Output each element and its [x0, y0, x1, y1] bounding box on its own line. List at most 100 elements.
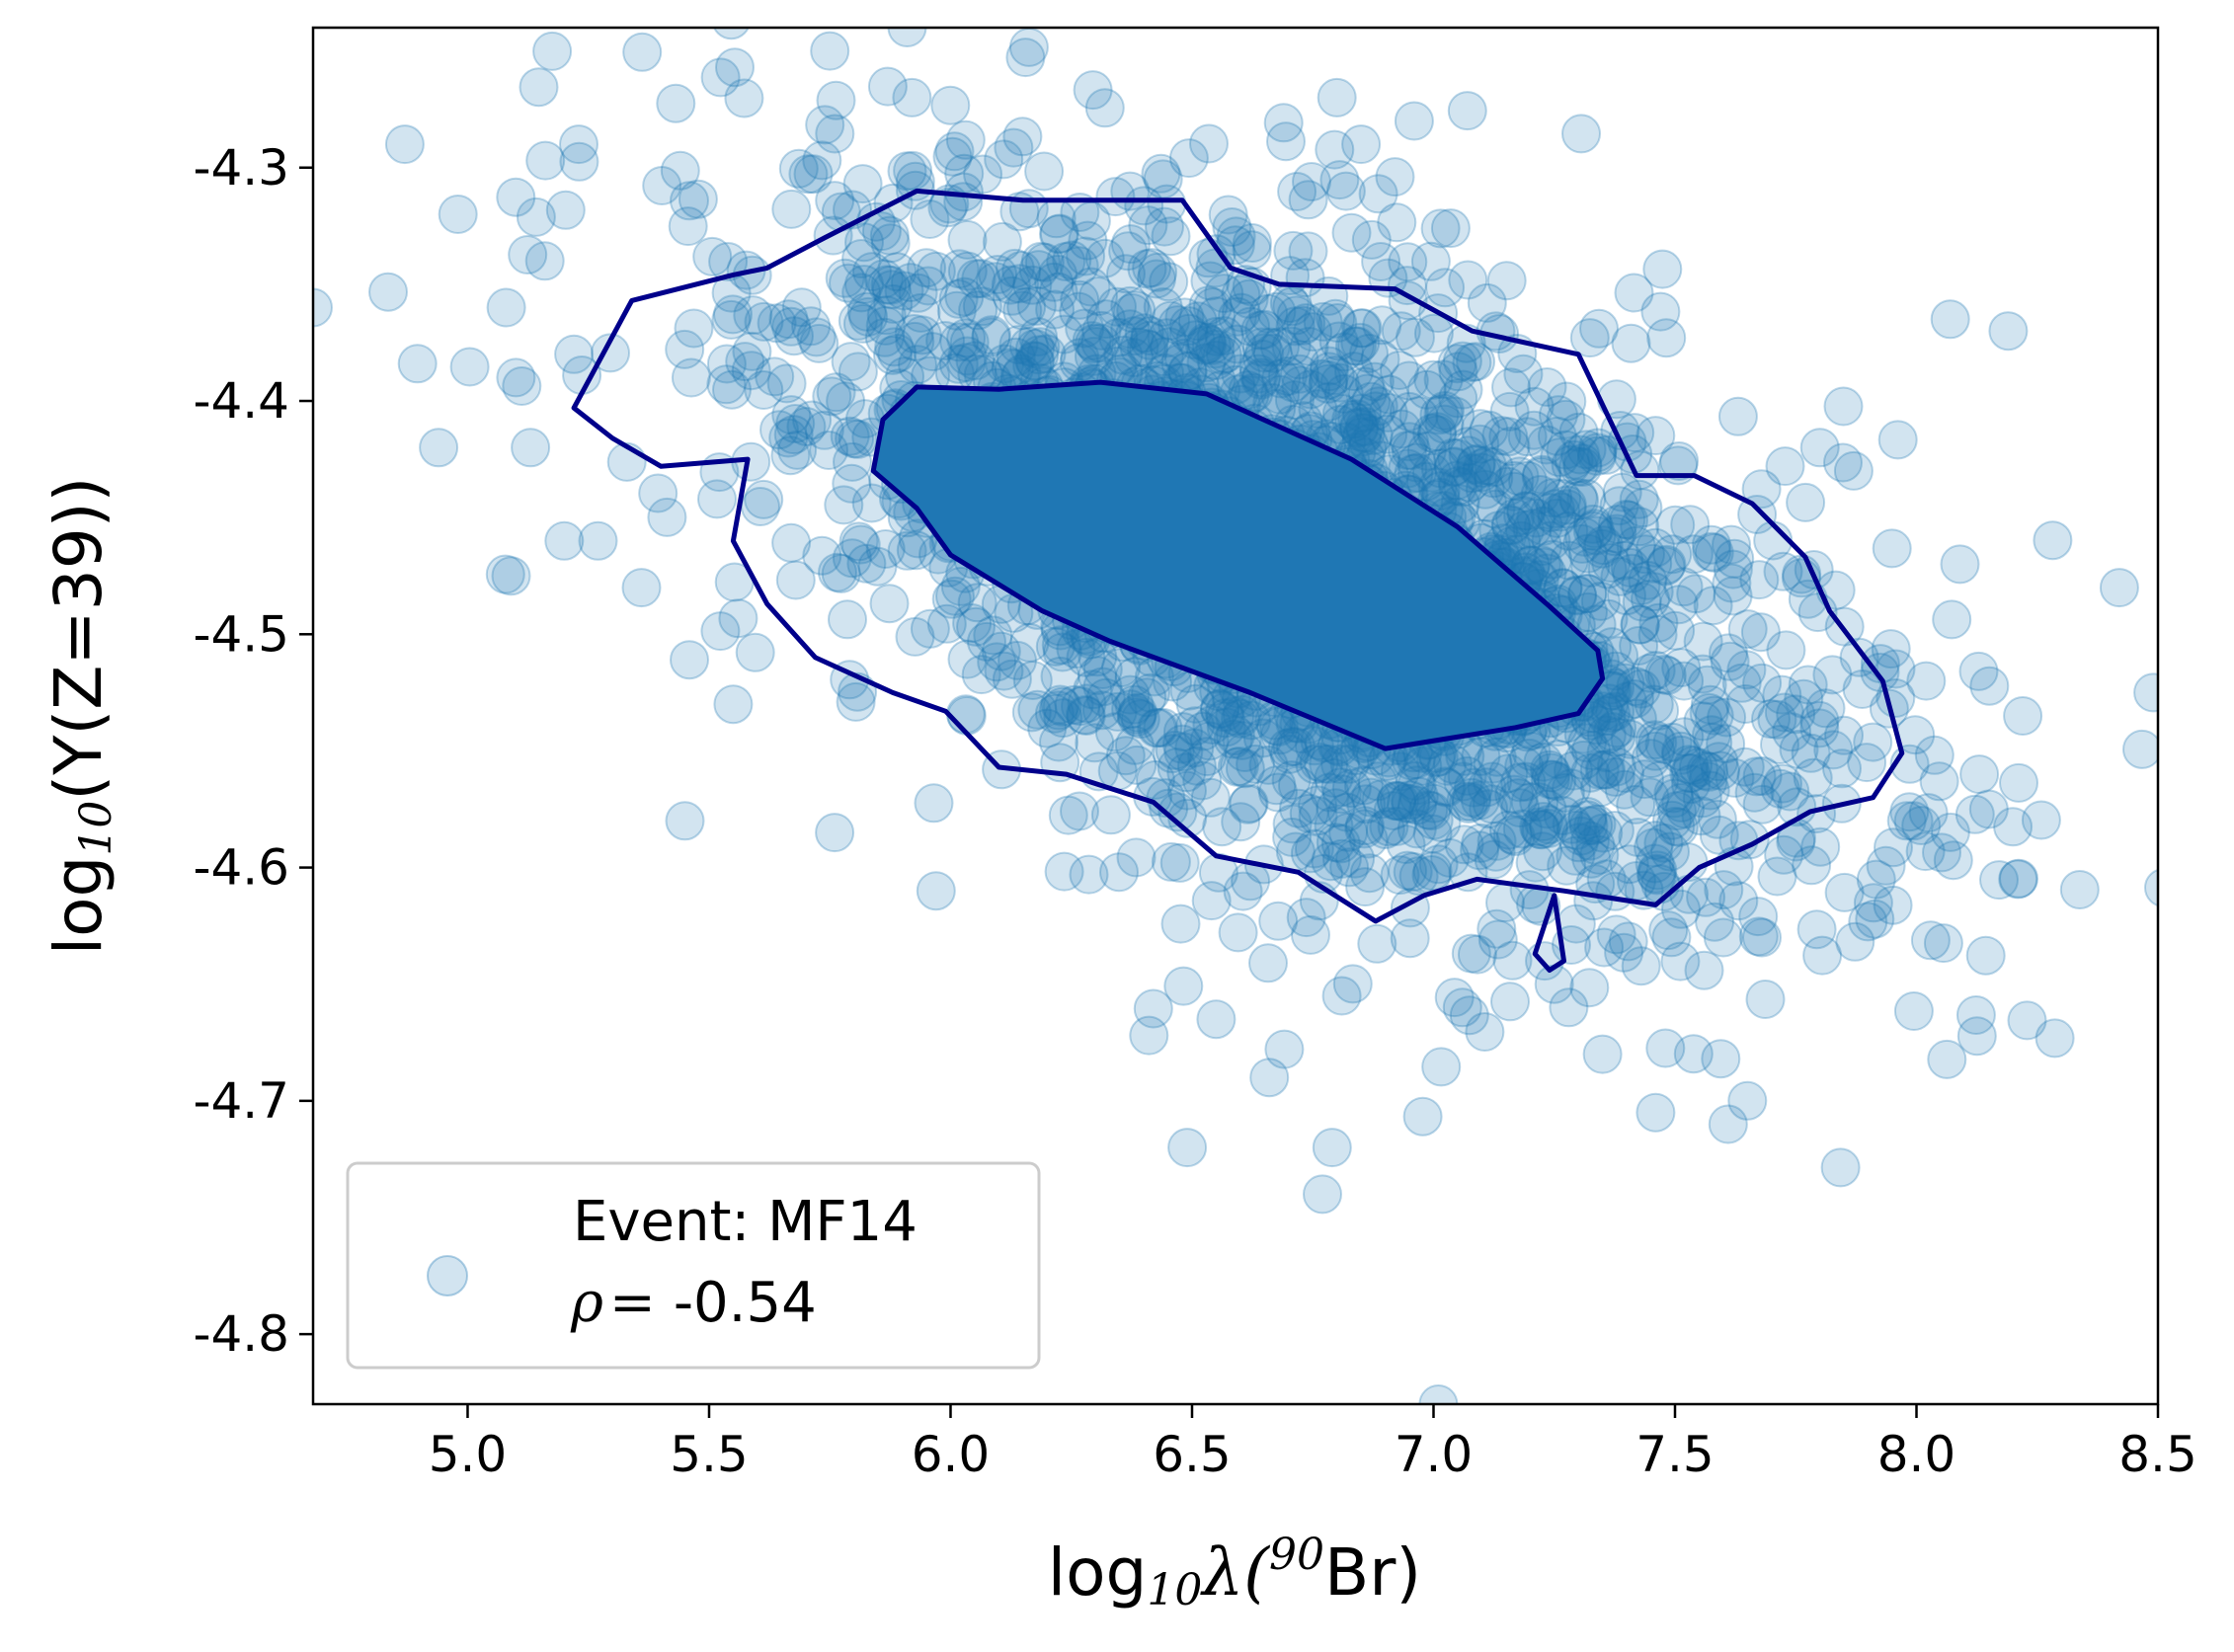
scatter-point	[1614, 273, 1654, 313]
scatter-point	[1734, 772, 1775, 813]
scatter-point	[706, 364, 747, 405]
scatter-point	[1273, 230, 1314, 271]
scatter-point	[1721, 663, 1762, 703]
scatter-point	[665, 801, 705, 841]
scatter-point	[1595, 691, 1636, 732]
scatter-point	[768, 299, 809, 340]
scatter-point	[438, 195, 478, 234]
scatter-point	[844, 222, 884, 263]
scatter-point	[1621, 566, 1661, 606]
scatter-point	[1309, 744, 1349, 784]
scatter-point	[1597, 513, 1637, 554]
scatter-point	[1281, 365, 1321, 406]
scatter-point	[1481, 416, 1522, 456]
scatter-point	[1081, 310, 1122, 351]
scatter-point	[1718, 881, 1759, 921]
scatter-point	[1016, 285, 1057, 326]
legend-event-label: Event: MF14	[573, 1190, 918, 1254]
scatter-point	[1303, 1174, 1342, 1215]
scatter-point	[925, 321, 966, 360]
scatter-point	[1772, 712, 1812, 752]
scatter-point	[1521, 545, 1561, 586]
scatter-point	[1514, 410, 1555, 450]
scatter-point	[1474, 447, 1514, 488]
scatter-point	[1760, 725, 1799, 764]
scatter-point	[1596, 747, 1636, 787]
scatter-point	[1511, 731, 1552, 771]
scatter-point	[1537, 498, 1577, 538]
scatter-point	[1321, 838, 1362, 879]
scatter-point	[1572, 504, 1613, 544]
scatter-point	[1221, 292, 1261, 333]
scatter-point	[1988, 311, 2029, 352]
scatter-point	[397, 344, 438, 384]
scatter-point	[1024, 242, 1065, 282]
scatter-point	[1066, 637, 1106, 677]
scatter-point	[1503, 496, 1544, 535]
scatter-point	[892, 77, 932, 118]
scatter-point	[914, 783, 954, 824]
scatter-point	[1163, 732, 1204, 772]
scatter-point	[1081, 690, 1122, 731]
scatter-point	[1438, 352, 1478, 392]
scatter-point	[1272, 286, 1313, 327]
scatter-point	[670, 181, 709, 221]
scatter-point	[1608, 921, 1648, 962]
scatter-point	[1437, 344, 1477, 384]
scatter-point	[1345, 867, 1386, 907]
scatter-point	[1061, 686, 1100, 727]
scatter-point	[770, 435, 811, 476]
scatter-point	[1609, 500, 1648, 540]
scatter-point	[1805, 688, 1846, 729]
scatter-point	[1289, 326, 1329, 366]
scatter-point	[1343, 765, 1384, 806]
scatter-point	[1545, 772, 1585, 813]
scatter-point	[1567, 797, 1608, 836]
scatter-point	[1567, 574, 1608, 614]
scatter-point	[1652, 800, 1692, 840]
scatter-point	[1192, 705, 1233, 745]
scatter-point	[1141, 153, 1181, 194]
scatter-point	[1636, 416, 1676, 456]
scatter-point	[838, 300, 878, 341]
scatter-point	[1604, 769, 1644, 810]
scatter-point	[1420, 208, 1461, 249]
scatter-point	[1693, 586, 1733, 626]
scatter-point	[1533, 539, 1573, 580]
scatter-point	[1151, 216, 1191, 257]
scatter-point	[1020, 241, 1061, 281]
scatter-point	[939, 322, 980, 362]
scatter-point	[1589, 683, 1630, 724]
scatter-point	[1285, 258, 1325, 298]
scatter-point	[1157, 792, 1198, 832]
scatter-point	[1266, 121, 1306, 162]
scatter-point	[793, 154, 834, 195]
scatter-point	[1529, 749, 1569, 790]
scatter-point	[1046, 242, 1086, 281]
scatter-point	[1776, 694, 1816, 735]
scatter-point	[1117, 745, 1157, 785]
legend-rho-symbol: ρ	[570, 1271, 603, 1335]
scatter-point	[842, 164, 883, 204]
scatter-point	[1380, 751, 1420, 792]
scatter-point	[1421, 803, 1462, 842]
scatter-point	[1332, 964, 1373, 1004]
scatter-point	[996, 337, 1036, 377]
scatter-point	[1570, 548, 1611, 588]
scatter-point	[771, 522, 812, 563]
scatter-point	[1008, 28, 1049, 67]
scatter-point	[1162, 712, 1203, 752]
scatter-point	[1160, 343, 1201, 383]
scatter-point	[1242, 718, 1283, 758]
scatter-point	[812, 376, 852, 417]
scatter-point	[977, 642, 1017, 682]
scatter-point	[1215, 716, 1255, 755]
scatter-point	[1715, 538, 1755, 579]
scatter-point	[1664, 661, 1705, 701]
x-tick-label: 7.0	[1395, 1426, 1474, 1483]
scatter-point	[1655, 610, 1696, 651]
scatter-point	[1866, 845, 1906, 886]
scatter-point	[866, 295, 907, 336]
scatter-point	[1590, 693, 1631, 734]
scatter-point	[1764, 834, 1804, 875]
